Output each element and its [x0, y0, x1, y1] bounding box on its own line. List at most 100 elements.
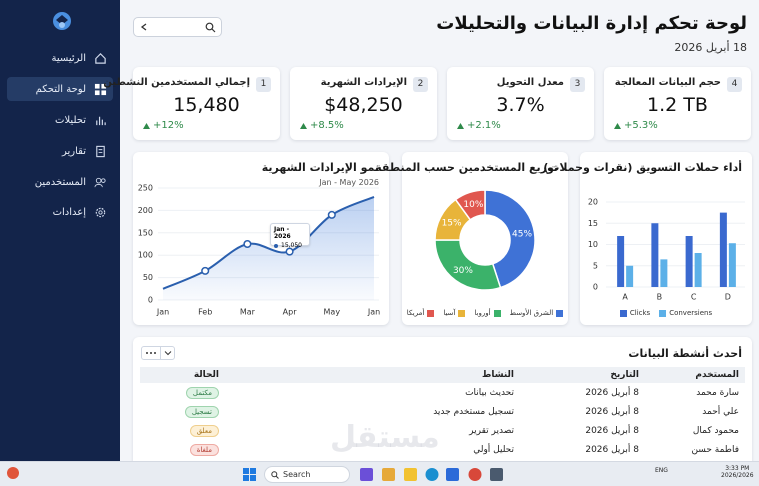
slice-label: 15% [442, 218, 462, 228]
bar [728, 243, 736, 287]
status-badge: مكتمل [185, 386, 219, 399]
y-tick-label: 10 [588, 240, 598, 249]
bar [617, 236, 625, 287]
icon [143, 122, 150, 129]
menu-item[interactable]: لوحة التحكم [7, 77, 113, 101]
table-row: محمود كمال 8 أبريل 2026 تصدير تقرير معلق [140, 421, 745, 440]
cell: تحديث بيانات [465, 387, 514, 398]
activity-table: المستخدم التاريخ النشاط الحالة سارة محمد… [140, 367, 745, 459]
legend-item: الشرق الأوسط [510, 309, 564, 317]
legend: الشرق الأوسط أوروبا آسيا أمريكا [402, 309, 568, 317]
icon [95, 52, 106, 64]
cell: تصدير تقرير [469, 425, 514, 436]
x-tick-label: C [691, 293, 697, 302]
line [162, 196, 375, 290]
menu-item[interactable]: تحليلات [7, 108, 113, 132]
x-tick-label: Jan [156, 308, 169, 317]
kpi-change: +5.3% [614, 120, 658, 131]
kpi-change-text: +2.1% [467, 120, 501, 131]
cell: 8 أبريل 2026 [585, 425, 639, 436]
cell: محمود كمال [692, 425, 739, 436]
chart-title: أداء حملات التسويق (نقرات وحملات) [543, 161, 742, 174]
chart: 45% 30% 15%10% [434, 189, 536, 291]
page-title: لوحة تحكم إدارة البيانات والتحليلات [436, 13, 747, 34]
chart-card: 0 5 10 15 20 A B C D أداء حملات التسويق (نقرات و… [543, 152, 752, 325]
cell: 8 أبريل 2026 [585, 406, 639, 417]
icon [271, 471, 279, 479]
table-row: علي أحمد 8 أبريل 2026 تسجيل مستخدم جديد تس… [140, 402, 745, 421]
menu-label: إعدادات [52, 206, 86, 218]
table-header: المستخدم التاريخ النشاط الحالة [140, 367, 745, 383]
x-tick-label: Feb [198, 308, 212, 317]
tooltip: Jan - 2026 15,050 [270, 223, 310, 249]
bar [651, 223, 659, 287]
column-header: النشاط [225, 367, 520, 383]
icon [457, 122, 464, 129]
cell: سارة محمد [696, 387, 739, 398]
cell: 8 أبريل 2026 [585, 387, 639, 398]
tooltip-title: Jan - 2026 [274, 226, 291, 240]
page-date: 18 أبريل 2026 [674, 41, 747, 54]
icon [96, 116, 106, 125]
more-button[interactable] [142, 347, 160, 359]
icon [96, 145, 105, 157]
legend-item: آسيا [443, 309, 466, 317]
status-badge: تسجيل [184, 405, 219, 418]
start-button[interactable] [243, 468, 256, 481]
bar [685, 236, 693, 287]
search-box[interactable] [133, 17, 222, 37]
slice-label: 30% [453, 266, 473, 276]
bar [719, 212, 727, 287]
menu-label: الرئيسية [51, 52, 86, 64]
tooltip-text: 15,050 [281, 242, 302, 249]
x-tick-label: B [657, 293, 663, 302]
kpi-label: الإيرادات الشهرية [320, 77, 407, 88]
menu-item[interactable]: إعدادات [7, 200, 113, 224]
legend-item: أمريكا [407, 309, 435, 317]
chart: 0 50 100 150 200 250 Jan Feb Mar Apr May Jan [138, 184, 380, 317]
menu-item[interactable]: الرئيسية [7, 46, 113, 70]
chart-title: نمو الإيرادات الشهرية [261, 161, 379, 174]
kpi-label: حجم البيانات المعالجة [614, 77, 721, 88]
icon [614, 122, 621, 129]
legend-swatch [619, 309, 627, 317]
menu-item[interactable]: المستخدمين [7, 170, 113, 194]
dropdown-button[interactable] [160, 347, 174, 359]
y-tick-label: 250 [138, 184, 153, 193]
legend-item: Conversiens [659, 309, 712, 317]
x-tick-label: Apr [283, 308, 298, 317]
kpi-change-text: +12% [153, 120, 184, 131]
x-tick-label: Jan [367, 308, 380, 317]
kpi-card: 1 إجمالي المستخدمين النشطين 15,480 +12% [103, 67, 280, 140]
legend-swatch [659, 309, 667, 317]
donut-slice [484, 189, 536, 289]
icon [140, 23, 147, 31]
status-badge: ملغاة [189, 443, 219, 456]
kpi-number: 3 [570, 77, 585, 92]
kpi-change: +8.5% [300, 120, 344, 131]
language[interactable]: ENG [655, 467, 668, 474]
menu-item[interactable]: تقارير [7, 139, 113, 163]
y-tick-label: 200 [138, 206, 153, 215]
legend-swatch [493, 309, 501, 317]
chart-card: 45% 30% 15% 10% توزيع المستخدمين حسب المنطق… [375, 152, 568, 325]
x-tick-label: Mar [240, 308, 256, 317]
watermark: مستقل [330, 420, 440, 455]
chart-card: 0 50 100 150 200 250 Jan Feb Mar Apr May Jan نمو ال… [133, 152, 389, 325]
y-tick-label: 0 [593, 283, 598, 292]
line-marker [285, 247, 294, 256]
weather-icon [7, 467, 19, 479]
table-title: أحدث أنشطة البيانات [628, 347, 742, 360]
bar [660, 259, 668, 287]
kpi-change-text: +8.5% [310, 120, 344, 131]
legend-label: أوروبا [474, 309, 491, 317]
sidebar: الرئيسية لوحة التحكم تحليلات تقارير المس… [0, 0, 120, 461]
cell: فاطمة حسن [691, 444, 739, 455]
legend-swatch [458, 309, 466, 317]
taskbar-search[interactable]: Search [264, 466, 350, 483]
kpi-value: 1.2 TB [647, 94, 708, 116]
kpi-number: 4 [727, 77, 742, 92]
y-tick-label: 20 [588, 198, 598, 207]
x-tick-label: May [324, 308, 341, 317]
clock[interactable]: 3:33 PM 2026/2026 [721, 465, 754, 479]
